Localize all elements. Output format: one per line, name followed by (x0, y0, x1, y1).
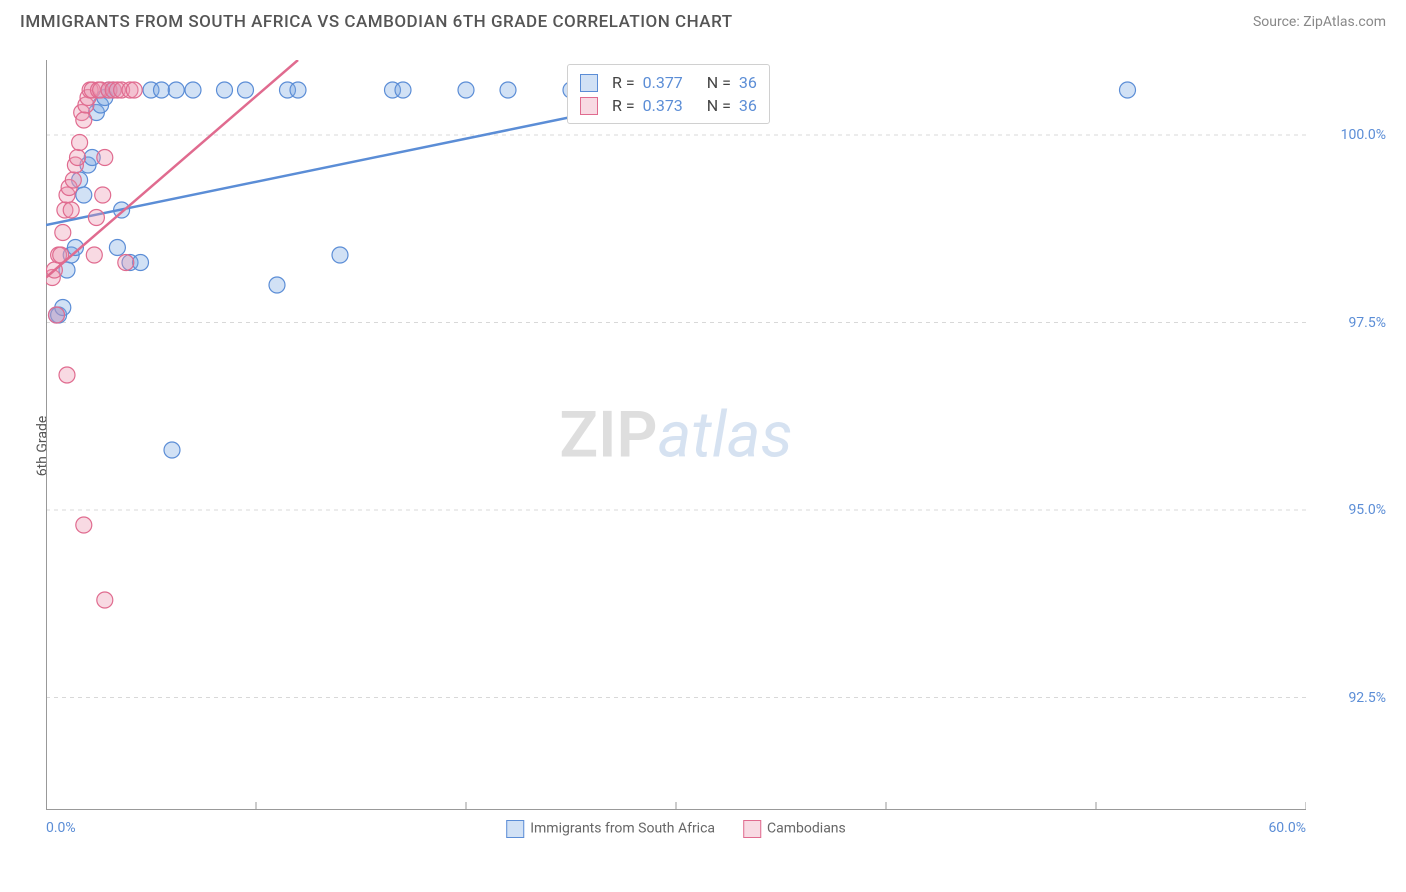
y-tick-label: 97.5% (1348, 315, 1386, 331)
chart-title: IMMIGRANTS FROM SOUTH AFRICA VS CAMBODIA… (20, 12, 733, 32)
legend: Immigrants from South Africa Cambodians (506, 820, 846, 838)
y-tick-label: 92.5% (1348, 690, 1386, 706)
stat-row: R = 0.373 N = 36 (580, 94, 757, 117)
y-tick-label: 95.0% (1348, 502, 1386, 518)
source-label: Source: ZipAtlas.com (1253, 14, 1386, 30)
plot-area: ZIPatlas R = 0.377 N = 36R = 0.373 N = 3… (46, 60, 1306, 810)
x-tick-label: 0.0% (46, 820, 76, 836)
chart-svg (46, 60, 1306, 810)
legend-item: Cambodians (743, 820, 846, 838)
x-tick-label: 60.0% (1268, 820, 1306, 836)
stat-row: R = 0.377 N = 36 (580, 71, 757, 94)
legend-item: Immigrants from South Africa (506, 820, 715, 838)
correlation-stats-box: R = 0.377 N = 36R = 0.373 N = 36 (567, 64, 770, 124)
y-tick-label: 100.0% (1341, 127, 1386, 143)
